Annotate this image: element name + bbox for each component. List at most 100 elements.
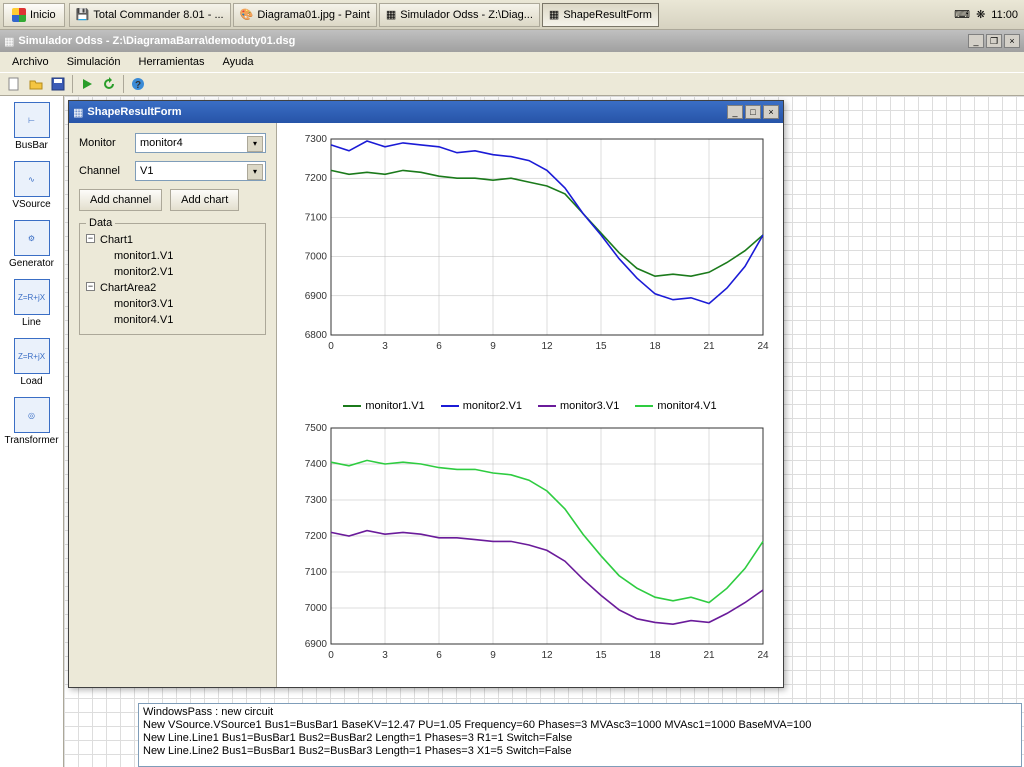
chart-1: 68006900700071007200730003691215182124: [283, 129, 777, 393]
channel-label: Channel: [79, 165, 129, 177]
svg-text:7100: 7100: [305, 567, 328, 578]
svg-text:9: 9: [490, 650, 496, 661]
chart-legend: monitor1.V1 monitor2.V1 monitor3.V1 monitor…: [283, 393, 777, 418]
legend-item: monitor3.V1: [538, 400, 619, 412]
svg-text:3: 3: [382, 341, 388, 352]
menu-simulación[interactable]: Simulación: [59, 54, 129, 70]
task-icon: 🎨: [240, 8, 254, 21]
menu-archivo[interactable]: Archivo: [4, 54, 57, 70]
close-button[interactable]: ×: [1004, 34, 1020, 48]
svg-text:7400: 7400: [305, 459, 328, 470]
svg-text:0: 0: [328, 650, 334, 661]
svg-text:7500: 7500: [305, 423, 328, 434]
palette-busbar[interactable]: ⊢BusBar: [0, 102, 63, 151]
tray-icon[interactable]: ❋: [976, 8, 985, 21]
svg-text:0: 0: [328, 341, 334, 352]
taskbar-item[interactable]: 🎨Diagrama01.jpg - Paint: [233, 3, 377, 27]
legend-item: monitor1.V1: [343, 400, 424, 412]
save-icon[interactable]: [48, 74, 68, 94]
svg-text:6900: 6900: [305, 291, 328, 302]
menu-herramientas[interactable]: Herramientas: [131, 54, 213, 70]
data-tree[interactable]: −Chart1monitor1.V1monitor2.V1−ChartArea2…: [86, 232, 259, 328]
svg-text:7000: 7000: [305, 252, 328, 263]
palette-line[interactable]: Z=R+jXLine: [0, 279, 63, 328]
refresh-icon[interactable]: [99, 74, 119, 94]
svg-text:7200: 7200: [305, 173, 328, 184]
tree-leaf[interactable]: monitor4.V1: [86, 312, 259, 328]
palette-transformer[interactable]: ◎Transformer: [0, 397, 63, 446]
task-icon: ▦: [549, 8, 559, 21]
svg-text:6: 6: [436, 650, 442, 661]
chart-area: 68006900700071007200730003691215182124 m…: [277, 123, 783, 687]
maximize-button[interactable]: ❐: [986, 34, 1002, 48]
svg-text:12: 12: [541, 650, 553, 661]
svg-text:?: ?: [135, 80, 141, 91]
form-icon: ▦: [73, 106, 83, 119]
open-icon[interactable]: [26, 74, 46, 94]
run-icon[interactable]: [77, 74, 97, 94]
tray-icon[interactable]: ⌨: [954, 8, 970, 21]
svg-text:6900: 6900: [305, 639, 328, 650]
svg-text:24: 24: [757, 650, 769, 661]
svg-text:21: 21: [703, 341, 715, 352]
menubar: ArchivoSimulaciónHerramientasAyuda: [0, 52, 1024, 72]
output-log[interactable]: WindowsPass : new circuitNew VSource.VSo…: [138, 703, 1022, 767]
minimize-button[interactable]: _: [727, 105, 743, 119]
new-icon[interactable]: [4, 74, 24, 94]
svg-text:7300: 7300: [305, 495, 328, 506]
main-titlebar[interactable]: ▦ Simulador Odss - Z:\DiagramaBarra\demo…: [0, 30, 1024, 52]
taskbar-item[interactable]: ▦Simulador Odss - Z:\Diag...: [379, 3, 540, 27]
monitor-select[interactable]: monitor4: [135, 133, 266, 153]
task-icon: ▦: [386, 8, 396, 21]
legend-item: monitor2.V1: [441, 400, 522, 412]
help-icon[interactable]: ?: [128, 74, 148, 94]
svg-text:12: 12: [541, 341, 553, 352]
data-group-label: Data: [86, 217, 115, 229]
svg-text:7100: 7100: [305, 212, 328, 223]
palette-vsource[interactable]: ∿VSource: [0, 161, 63, 210]
tree-node[interactable]: −ChartArea2: [86, 280, 259, 296]
app-icon: ▦: [4, 35, 14, 48]
toolbar: ?: [0, 72, 1024, 96]
system-tray: ⌨ ❋ 11:00: [954, 8, 1024, 21]
svg-text:7200: 7200: [305, 531, 328, 542]
add-chart-button[interactable]: Add chart: [170, 189, 239, 211]
taskbar-item[interactable]: 💾Total Commander 8.01 - ...: [69, 3, 231, 27]
tree-node[interactable]: −Chart1: [86, 232, 259, 248]
maximize-button[interactable]: □: [745, 105, 761, 119]
tree-leaf[interactable]: monitor2.V1: [86, 264, 259, 280]
windows-icon: [12, 8, 26, 22]
minimize-button[interactable]: _: [968, 34, 984, 48]
component-palette: ⊢BusBar ∿VSource ⚙Generator Z=R+jXLine Z=R+j…: [0, 96, 64, 767]
legend-item: monitor4.V1: [635, 400, 716, 412]
palette-load[interactable]: Z=R+jXLoad: [0, 338, 63, 387]
add-channel-button[interactable]: Add channel: [79, 189, 162, 211]
start-button[interactable]: Inicio: [3, 3, 65, 27]
svg-text:6: 6: [436, 341, 442, 352]
monitor-label: Monitor: [79, 137, 129, 149]
svg-text:9: 9: [490, 341, 496, 352]
main-title: Simulador Odss - Z:\DiagramaBarra\demodu…: [18, 35, 295, 47]
shape-title: ShapeResultForm: [87, 106, 181, 118]
start-label: Inicio: [30, 9, 56, 21]
chart-2: 6900700071007200730074007500036912151821…: [283, 418, 777, 682]
taskbar: Inicio 💾Total Commander 8.01 - ...🎨Diagr…: [0, 0, 1024, 30]
shape-titlebar[interactable]: ▦ ShapeResultForm _ □ ×: [69, 101, 783, 123]
svg-text:15: 15: [595, 341, 607, 352]
tree-leaf[interactable]: monitor1.V1: [86, 248, 259, 264]
close-button[interactable]: ×: [763, 105, 779, 119]
svg-text:18: 18: [649, 341, 661, 352]
menu-ayuda[interactable]: Ayuda: [215, 54, 262, 70]
taskbar-item[interactable]: ▦ShapeResultForm: [542, 3, 659, 27]
svg-text:21: 21: [703, 650, 715, 661]
shape-result-window: ▦ ShapeResultForm _ □ × Monitor monitor4…: [68, 100, 784, 688]
channel-select[interactable]: V1: [135, 161, 266, 181]
svg-text:18: 18: [649, 650, 661, 661]
control-panel: Monitor monitor4 Channel V1 Add channel …: [69, 123, 277, 687]
data-group: Data −Chart1monitor1.V1monitor2.V1−Chart…: [79, 223, 266, 335]
tree-leaf[interactable]: monitor3.V1: [86, 296, 259, 312]
palette-generator[interactable]: ⚙Generator: [0, 220, 63, 269]
svg-text:24: 24: [757, 341, 769, 352]
task-icon: 💾: [76, 8, 90, 21]
svg-text:3: 3: [382, 650, 388, 661]
